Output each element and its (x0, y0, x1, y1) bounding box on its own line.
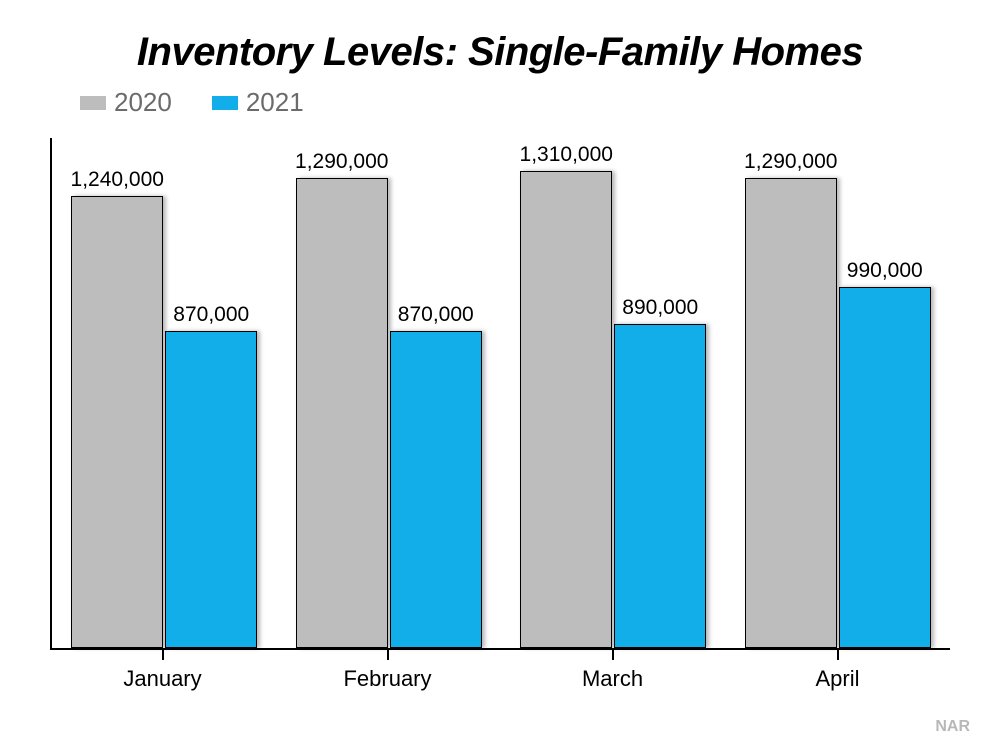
group-march: 1,310,000 890,000 (501, 138, 726, 648)
chart-container: Inventory Levels: Single-Family Homes 20… (0, 0, 1000, 750)
bar-jan-2021 (165, 331, 257, 648)
bar-label-jan-2021: 870,000 (173, 303, 249, 327)
bar-mar-2020 (520, 171, 612, 648)
bar-wrap-apr-2020: 1,290,000 (745, 178, 837, 648)
bar-wrap-mar-2021: 890,000 (614, 324, 706, 648)
bar-label-feb-2021: 870,000 (398, 303, 474, 327)
bar-label-apr-2021: 990,000 (847, 259, 923, 283)
chart-title: Inventory Levels: Single-Family Homes (30, 30, 970, 75)
plot-area: 1,240,000 870,000 1,290,000 870,000 1,31… (50, 138, 950, 650)
x-tick-january: January (50, 650, 275, 692)
x-axis: January February March April (50, 650, 950, 692)
legend-swatch-2021 (212, 96, 238, 110)
bar-apr-2021 (839, 287, 931, 648)
bar-wrap-jan-2020: 1,240,000 (71, 196, 163, 648)
legend-item-2020: 2020 (80, 87, 172, 118)
x-tick-mark (162, 650, 164, 660)
bar-wrap-feb-2021: 870,000 (390, 331, 482, 648)
x-tick-mark (387, 650, 389, 660)
group-april: 1,290,000 990,000 (726, 138, 951, 648)
bar-label-mar-2020: 1,310,000 (520, 143, 613, 167)
bar-mar-2021 (614, 324, 706, 648)
group-january: 1,240,000 870,000 (52, 138, 277, 648)
bar-feb-2020 (296, 178, 388, 648)
source-attribution: NAR (935, 718, 970, 736)
x-tick-march: March (500, 650, 725, 692)
x-label-march: March (500, 666, 725, 692)
bar-label-jan-2020: 1,240,000 (71, 168, 164, 192)
legend: 2020 2021 (30, 87, 970, 118)
x-tick-february: February (275, 650, 500, 692)
bar-wrap-jan-2021: 870,000 (165, 331, 257, 648)
bar-label-mar-2021: 890,000 (622, 296, 698, 320)
x-label-april: April (725, 666, 950, 692)
legend-label-2020: 2020 (114, 87, 172, 118)
x-label-january: January (50, 666, 275, 692)
bar-wrap-mar-2020: 1,310,000 (520, 171, 612, 648)
x-label-february: February (275, 666, 500, 692)
bar-feb-2021 (390, 331, 482, 648)
bar-label-apr-2020: 1,290,000 (744, 150, 837, 174)
bar-label-feb-2020: 1,290,000 (295, 150, 388, 174)
bar-jan-2020 (71, 196, 163, 648)
legend-swatch-2020 (80, 96, 106, 110)
group-february: 1,290,000 870,000 (277, 138, 502, 648)
x-tick-april: April (725, 650, 950, 692)
x-tick-mark (612, 650, 614, 660)
bar-apr-2020 (745, 178, 837, 648)
legend-label-2021: 2021 (246, 87, 304, 118)
bar-wrap-apr-2021: 990,000 (839, 287, 931, 648)
legend-item-2021: 2021 (212, 87, 304, 118)
bar-wrap-feb-2020: 1,290,000 (296, 178, 388, 648)
x-tick-mark (837, 650, 839, 660)
